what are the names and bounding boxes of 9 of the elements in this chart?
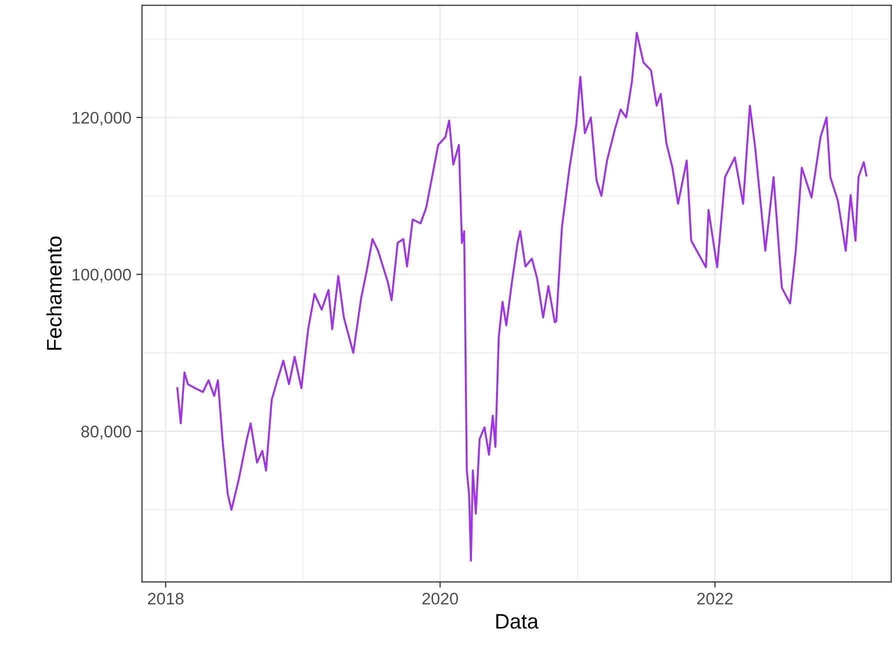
x-tick-label: 2020 bbox=[422, 592, 458, 605]
x-axis-title: Data bbox=[496, 614, 539, 629]
x-tick-label: 2018 bbox=[148, 592, 184, 605]
y-tick-label: 120,000 bbox=[72, 112, 131, 126]
y-tick-label: 80,000 bbox=[81, 426, 131, 440]
y-tick-label: 100,000 bbox=[72, 268, 131, 283]
y-axis-title: Fechamento bbox=[46, 236, 62, 350]
x-tick-label: 2022 bbox=[697, 592, 733, 605]
line-series bbox=[176, 32, 868, 562]
